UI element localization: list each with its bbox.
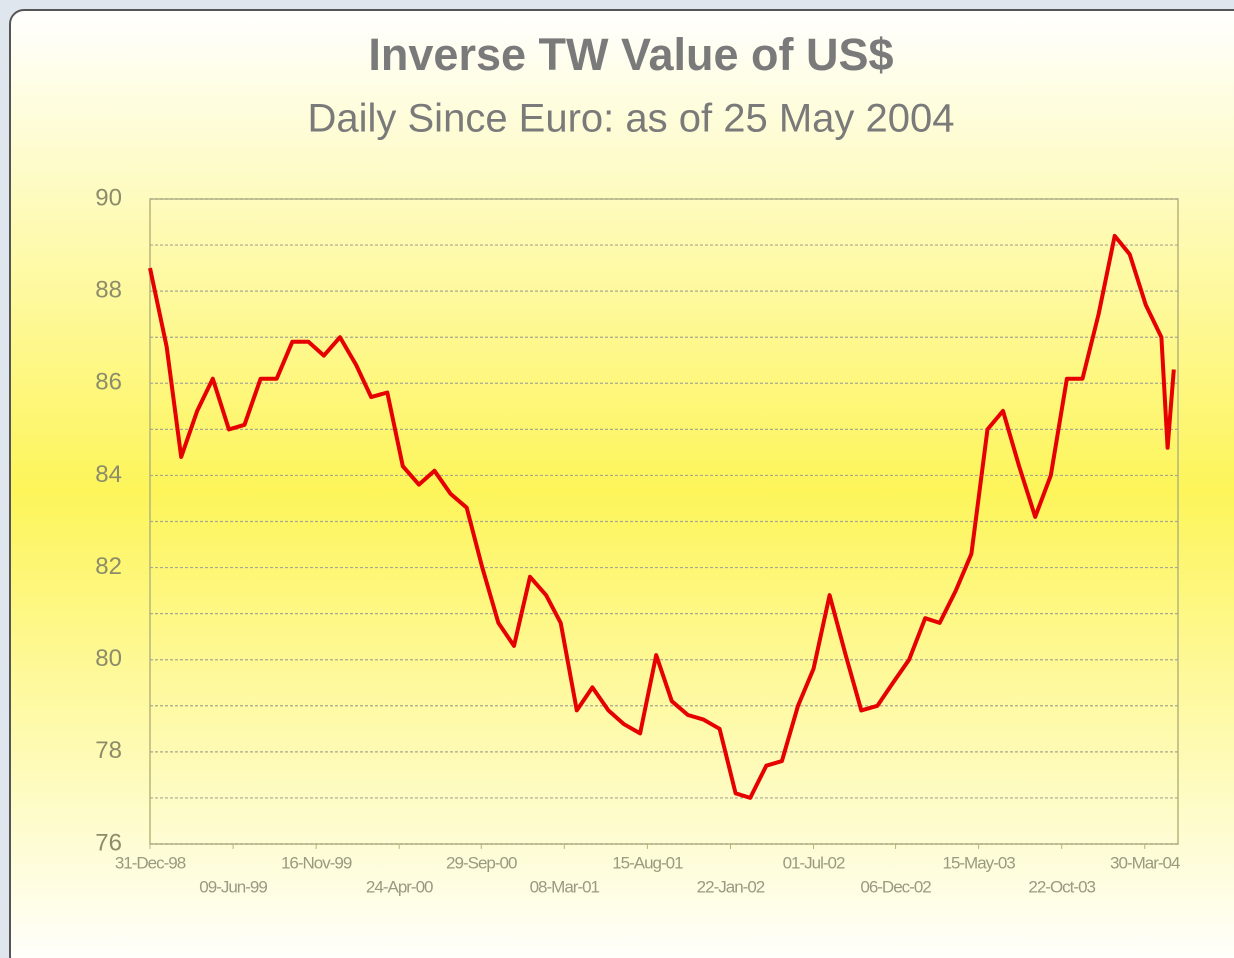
x-tick-label: 15-May-03	[942, 853, 1015, 872]
chart-panel	[9, 9, 1234, 958]
x-tick-label: 22-Oct-03	[1028, 877, 1095, 896]
y-tick-label: 80	[95, 645, 122, 672]
x-tick-label: 24-Apr-00	[366, 877, 433, 896]
x-tick-label: 29-Sep-00	[446, 853, 517, 872]
x-tick-label: 16-Nov-99	[281, 853, 352, 872]
chart-title: Inverse TW Value of US$	[368, 29, 893, 80]
x-tick-label: 31-Dec-98	[115, 853, 186, 872]
y-tick-label: 86	[95, 369, 122, 396]
y-tick-label: 88	[95, 276, 122, 303]
chart-subtitle: Daily Since Euro: as of 25 May 2004	[307, 97, 954, 141]
x-tick-label: 08-Mar-01	[530, 877, 600, 896]
data-line	[148, 233, 1176, 800]
x-tick-label: 09-Jun-99	[199, 877, 267, 896]
y-tick-label: 90	[95, 184, 122, 211]
y-tick-label: 76	[95, 829, 122, 856]
x-tick-label: 22-Jan-02	[697, 877, 765, 896]
x-tick-label: 30-Mar-04	[1110, 853, 1180, 872]
y-tick-label: 84	[95, 461, 122, 488]
x-tick-label: 06-Dec-02	[860, 877, 931, 896]
x-tick-label: 15-Aug-01	[612, 853, 683, 872]
y-tick-label: 78	[95, 737, 122, 764]
y-tick-label: 82	[95, 553, 122, 580]
x-tick-label: 01-Jul-02	[783, 853, 845, 872]
